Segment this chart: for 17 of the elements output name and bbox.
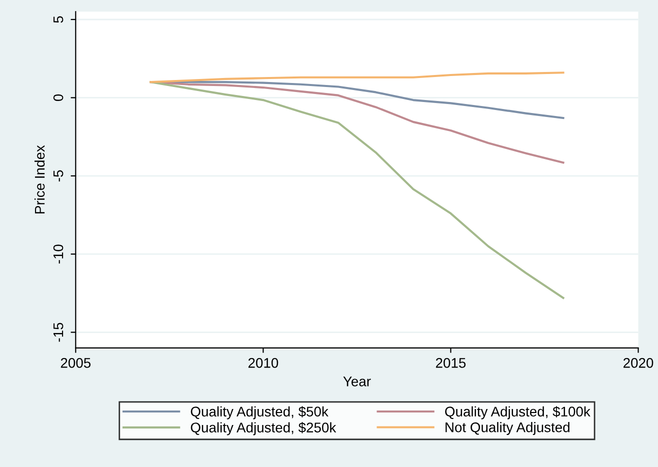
x-tick-label: 2010: [248, 358, 278, 368]
x-tick-label: 2015: [436, 358, 466, 368]
x-tick-label: 2005: [60, 358, 91, 368]
x-tick-label: 2020: [624, 358, 654, 368]
legend-label: Quality Adjusted, $100k: [445, 406, 590, 420]
y-tick-label: 5: [54, 16, 64, 23]
legend-label: Quality Adjusted, $250k: [190, 422, 336, 436]
y-tick-label: -5: [54, 170, 64, 182]
line-series: [150, 81, 564, 299]
line-series: [150, 72, 564, 84]
y-tick-label: 0: [53, 94, 64, 102]
y-axis-title: Price Index: [34, 145, 45, 214]
legend-label: Quality Adjusted, $50k: [190, 406, 328, 420]
x-axis-title: Year: [343, 376, 371, 386]
y-tick-label: -15: [54, 322, 64, 342]
y-tick-label: -10: [53, 244, 64, 264]
legend-label: Not Quality Adjusted: [446, 422, 570, 435]
